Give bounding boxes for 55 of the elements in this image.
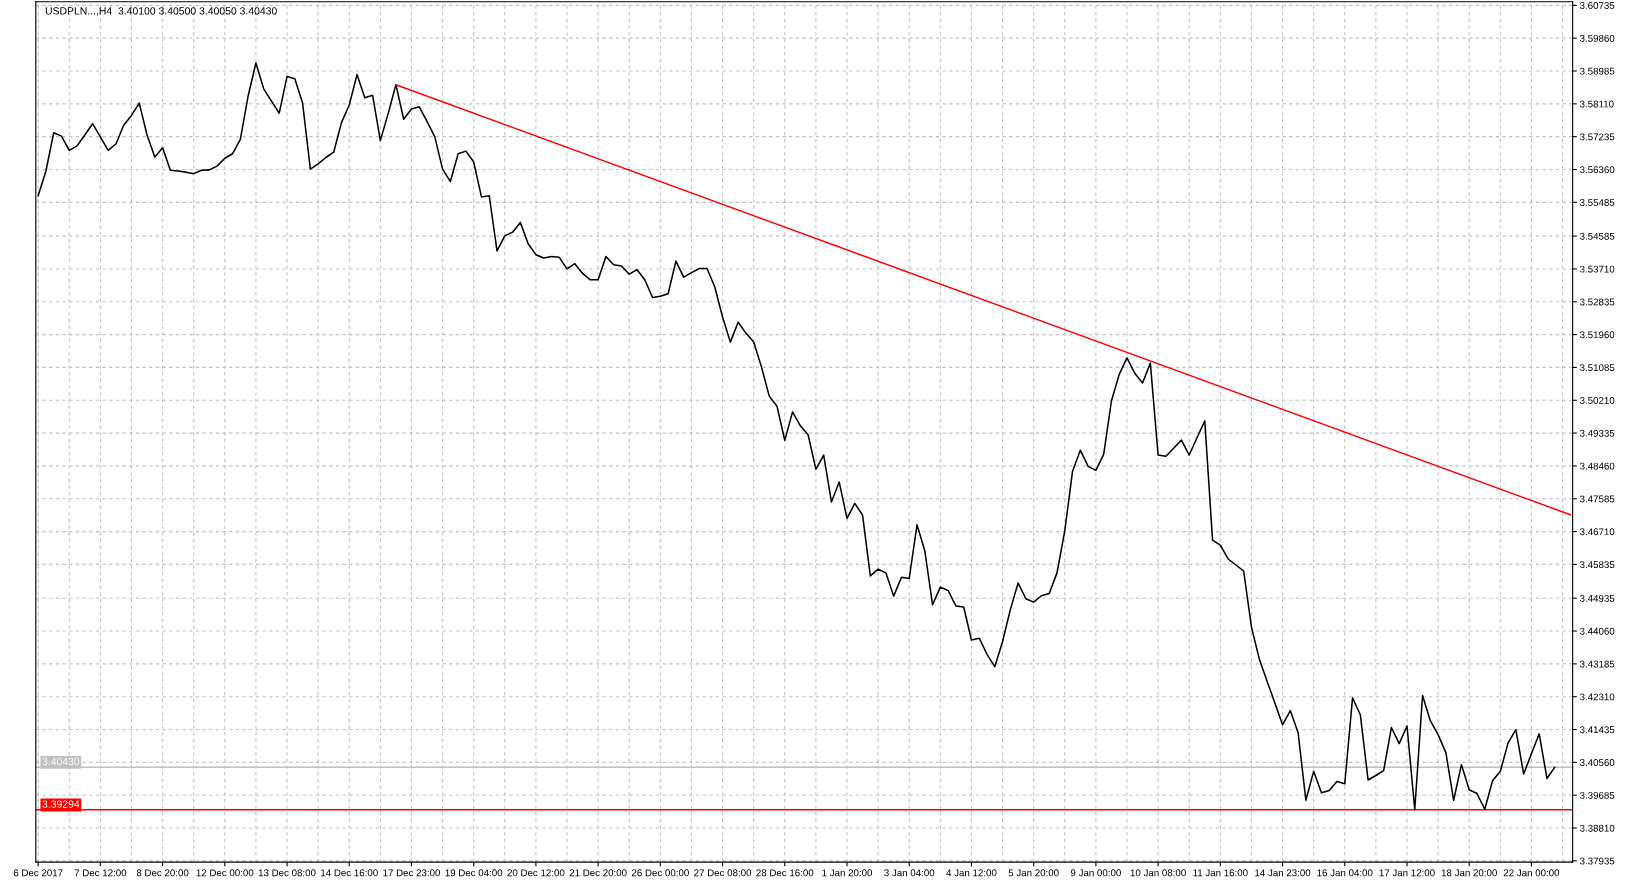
x-tick-label: 13 Dec 08:00 <box>258 869 316 877</box>
y-tick-label: 3.52835 <box>1579 298 1615 306</box>
x-tick-label: 9 Jan 00:00 <box>1070 869 1121 877</box>
y-tick-label: 3.59860 <box>1579 34 1615 42</box>
y-tick-label: 3.55485 <box>1579 199 1615 206</box>
y-tick-label: 3.41435 <box>1579 726 1615 734</box>
x-tick-label: 20 Dec 12:00 <box>507 869 565 877</box>
x-tick-label: 14 Jan 23:00 <box>1255 869 1311 877</box>
x-tick-label: 6 Dec 2017 <box>13 869 63 877</box>
y-tick-label: 3.51960 <box>1579 331 1615 339</box>
y-tick-label: 3.40560 <box>1579 759 1615 766</box>
y-tick-label: 3.58110 <box>1579 100 1614 108</box>
y-tick-label: 3.47585 <box>1579 495 1615 503</box>
y-tick-label: 3.44935 <box>1579 594 1615 602</box>
y-tick-label: 3.38810 <box>1579 824 1615 832</box>
x-tick-label: 11 Jan 16:00 <box>1193 869 1248 877</box>
y-tick-label: 3.49335 <box>1579 429 1615 437</box>
x-tick-label: 22 Jan 00:00 <box>1503 869 1560 877</box>
x-tick-label: 8 Dec 20:00 <box>136 869 189 877</box>
x-tick-label: 14 Dec 16:00 <box>321 869 378 877</box>
x-tick-label: 7 Dec 12:00 <box>74 869 127 877</box>
y-tick-label: 3.42310 <box>1579 693 1615 701</box>
x-tick-label: 10 Jan 08:00 <box>1130 869 1186 877</box>
x-tick-label: 28 Dec 16:00 <box>756 869 814 877</box>
x-tick-label: 12 Dec 00:00 <box>196 869 254 877</box>
y-tick-label: 3.46710 <box>1579 528 1615 536</box>
x-tick-label: 16 Jan 04:00 <box>1317 869 1373 877</box>
y-tick-label: 3.43185 <box>1579 660 1615 668</box>
x-tick-label: 5 Jan 20:00 <box>1008 869 1059 877</box>
x-tick-label: 26 Dec 00:00 <box>631 869 689 877</box>
y-tick-label: 3.57235 <box>1579 133 1615 141</box>
y-tick-label: 3.44060 <box>1579 627 1615 635</box>
x-tick-label: 21 Dec 20:00 <box>569 869 627 877</box>
x-tick-label: 4 Jan 12:00 <box>946 869 997 877</box>
y-tick-label: 3.45835 <box>1579 561 1615 569</box>
x-tick-label: 27 Dec 08:00 <box>694 869 752 877</box>
x-tick-label: 18 Jan 20:00 <box>1441 869 1497 877</box>
chart-title: USDPLN...,H4 3.40100 3.40500 3.40050 3.40430 <box>45 7 277 16</box>
y-tick-label: 3.56360 <box>1579 166 1615 174</box>
y-tick-label: 3.37935 <box>1579 857 1615 865</box>
y-tick-label: 3.50210 <box>1579 397 1615 404</box>
x-tick-label: 1 Jan 20:00 <box>822 869 873 877</box>
y-tick-label: 3.51085 <box>1579 364 1615 372</box>
y-tick-label: 3.39685 <box>1579 791 1615 799</box>
x-tick-label: 19 Dec 04:00 <box>445 869 503 877</box>
ref-line-label: 3.40430 <box>42 757 80 766</box>
x-tick-label: 17 Jan 12:00 <box>1379 869 1435 877</box>
y-tick-label: 3.58985 <box>1579 67 1615 75</box>
ref-line-label: 3.39294 <box>42 800 80 808</box>
y-tick-label: 3.48460 <box>1579 462 1615 470</box>
y-tick-label: 3.54585 <box>1579 232 1615 240</box>
x-tick-label: 17 Dec 23:00 <box>383 869 441 877</box>
x-tick-label: 3 Jan 04:00 <box>884 869 935 877</box>
y-tick-label: 3.53710 <box>1579 265 1615 273</box>
y-tick-label: 3.60735 <box>1579 2 1615 9</box>
